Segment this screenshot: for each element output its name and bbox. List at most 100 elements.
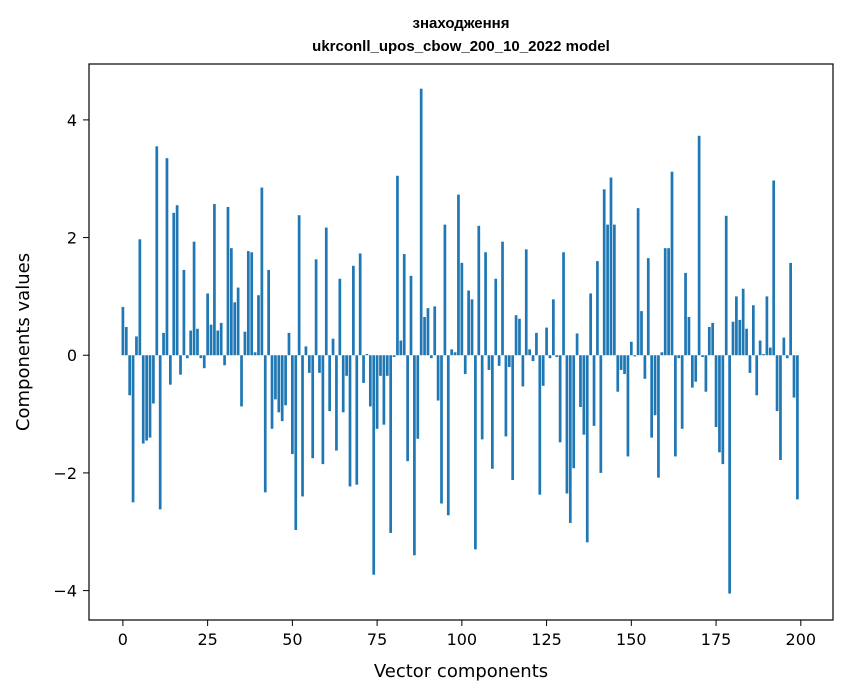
bar-151 <box>633 355 637 357</box>
bar-88 <box>419 88 423 356</box>
bar-5 <box>138 239 142 356</box>
bar-37 <box>246 251 250 356</box>
bar-23 <box>199 355 203 359</box>
bar-41 <box>260 187 264 356</box>
bar-100 <box>460 262 464 356</box>
bar-57 <box>314 259 318 356</box>
bar-97 <box>450 349 454 356</box>
bar-69 <box>355 355 359 485</box>
bar-91 <box>429 355 433 359</box>
bar-44 <box>270 355 274 429</box>
bar-105 <box>477 225 481 356</box>
bar-164 <box>677 355 681 359</box>
x-axis-label: Vector components <box>374 661 548 682</box>
bar-73 <box>368 355 372 407</box>
bar-43 <box>267 269 270 356</box>
bar-27 <box>213 204 216 356</box>
bar-109 <box>491 355 494 469</box>
bar-7 <box>145 355 148 441</box>
bar-81 <box>396 175 399 356</box>
bar-171 <box>701 355 704 358</box>
plot-frame <box>88 63 834 621</box>
bar-86 <box>413 355 416 556</box>
bar-138 <box>589 293 592 356</box>
bar-101 <box>463 355 467 375</box>
bar-179 <box>728 355 731 594</box>
bar-116 <box>514 315 518 356</box>
bar-70 <box>358 253 362 356</box>
bar-34 <box>236 287 240 356</box>
bar-124 <box>541 355 545 386</box>
bar-174 <box>711 322 715 356</box>
bar-30 <box>223 355 226 366</box>
bar-78 <box>385 355 389 376</box>
bar-111 <box>497 355 501 366</box>
bar-160 <box>663 248 667 356</box>
bar-176 <box>718 355 721 453</box>
bar-84 <box>406 355 409 462</box>
bar-196 <box>785 355 789 359</box>
bar-119 <box>524 249 528 356</box>
bar-166 <box>684 272 687 356</box>
bar-66 <box>345 355 348 376</box>
bar-36 <box>243 331 247 356</box>
y-tick-label: 0 <box>67 346 77 365</box>
bar-182 <box>738 319 742 356</box>
bar-90 <box>426 308 430 356</box>
bar-56 <box>311 355 315 459</box>
bar-172 <box>704 355 708 392</box>
x-tick-label: 200 <box>786 630 817 649</box>
bar-14 <box>168 355 172 385</box>
bar-19 <box>185 355 189 359</box>
bar-104 <box>474 355 477 550</box>
bar-193 <box>775 355 779 412</box>
bar-127 <box>552 299 555 356</box>
bar-64 <box>338 278 342 356</box>
y-tick-label: 4 <box>67 111 77 130</box>
bar-143 <box>606 224 609 356</box>
bar-130 <box>562 252 565 356</box>
bar-89 <box>423 316 426 356</box>
bar-9 <box>152 355 155 404</box>
bar-15 <box>172 212 176 356</box>
bar-189 <box>762 354 765 356</box>
x-axis-ticks: 0 25 50 75 100 125 150 175 200 <box>118 620 816 649</box>
bar-135 <box>579 355 582 408</box>
bar-112 <box>501 241 504 356</box>
bar-147 <box>619 355 623 370</box>
bar-68 <box>352 265 355 356</box>
bar-74 <box>372 355 376 575</box>
bar-118 <box>521 355 525 387</box>
bar-17 <box>179 355 182 375</box>
bar-165 <box>680 355 684 429</box>
bar-157 <box>653 355 657 416</box>
bar-47 <box>280 355 284 422</box>
bar-67 <box>348 355 352 487</box>
bar-11 <box>158 355 162 510</box>
bar-150 <box>629 341 633 356</box>
bar-10 <box>155 146 159 356</box>
bar-53 <box>301 355 304 497</box>
bar-18 <box>182 269 186 356</box>
bar-168 <box>690 355 694 388</box>
y-tick-label: 2 <box>67 229 77 248</box>
bars-group <box>121 88 799 594</box>
bar-59 <box>321 355 325 465</box>
bar-117 <box>518 318 521 356</box>
bar-20 <box>189 330 193 356</box>
bar-154 <box>643 355 647 379</box>
bar-50 <box>291 355 294 455</box>
bar-134 <box>575 333 579 356</box>
bar-137 <box>585 355 589 543</box>
bar-155 <box>646 258 650 356</box>
bar-144 <box>609 177 613 356</box>
bar-175 <box>714 355 718 428</box>
bar-102 <box>467 290 470 356</box>
bar-153 <box>640 311 643 356</box>
bar-35 <box>240 355 243 407</box>
bar-45 <box>274 355 277 400</box>
bar-4 <box>135 336 138 356</box>
bar-22 <box>196 328 199 356</box>
bar-0 <box>121 306 125 356</box>
